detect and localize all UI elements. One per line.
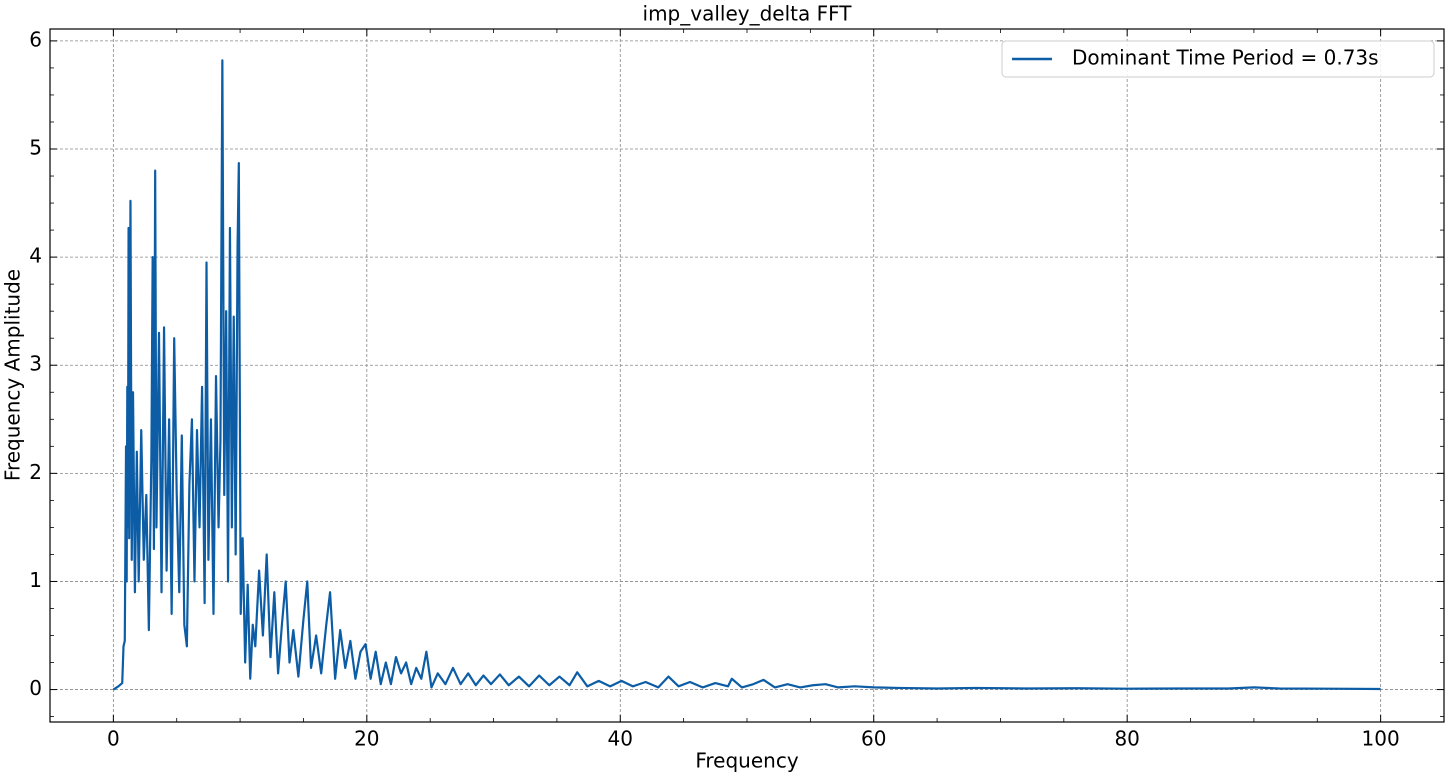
y-tick-label: 0 [29, 676, 42, 700]
x-tick-label: 0 [107, 727, 120, 751]
x-tick-label: 40 [608, 727, 633, 751]
plot-frame [49, 28, 1445, 723]
y-tick-label: 2 [29, 460, 42, 484]
x-axis-label: Frequency [695, 749, 798, 773]
x-tick-label: 80 [1114, 727, 1139, 751]
legend: Dominant Time Period = 0.73s [1001, 40, 1435, 78]
y-axis-label: Frequency Amplitude [1, 269, 25, 481]
y-tick-label: 3 [29, 352, 42, 376]
chart-title: imp_valley_delta FFT [643, 2, 853, 26]
x-tick-label: 100 [1362, 727, 1400, 751]
x-tick-label: 20 [354, 727, 379, 751]
y-tick-label: 6 [29, 27, 42, 51]
x-tick-label: 60 [861, 727, 886, 751]
data-line [112, 59, 1381, 691]
y-tick-label: 1 [29, 568, 42, 592]
legend-label: Dominant Time Period = 0.73s [1072, 46, 1379, 70]
y-tick-label: 4 [29, 244, 42, 268]
legend-box [1001, 40, 1435, 78]
y-tick-label: 5 [29, 136, 42, 160]
